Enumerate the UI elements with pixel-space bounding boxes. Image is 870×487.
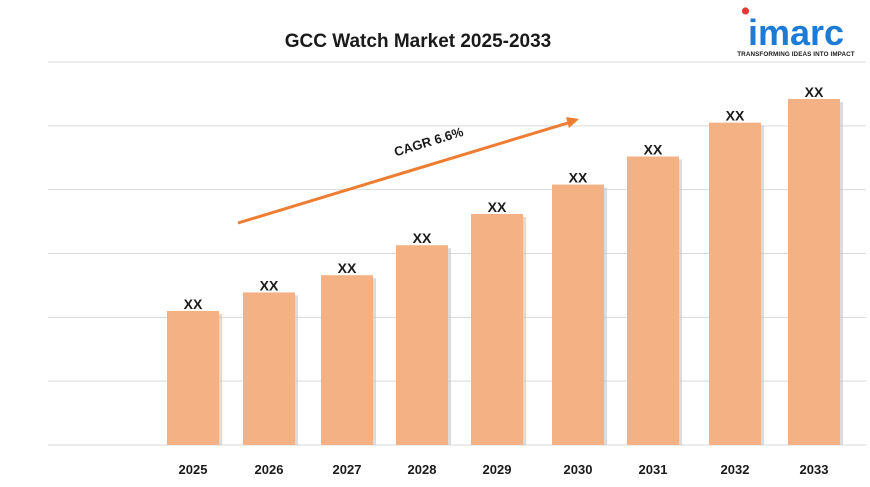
chart-title: GCC Watch Market 2025-2033 xyxy=(285,31,551,52)
bar-2025 xyxy=(167,310,219,445)
logo-dot-icon xyxy=(741,7,750,15)
bar-2031 xyxy=(627,156,679,445)
x-tick-2027: 2027 xyxy=(333,462,362,477)
cagr-arrow-line xyxy=(237,120,572,225)
bar-2026 xyxy=(243,292,295,445)
bars xyxy=(167,99,843,446)
data-label-2031: XX xyxy=(644,141,663,157)
x-tick-labels: 2025 2026 2027 2028 2029 2030 2031 2032 2033 xyxy=(179,462,829,477)
data-label-2028: XX xyxy=(413,230,432,246)
bar-2027 xyxy=(321,275,373,445)
bar-2029 xyxy=(471,213,523,445)
x-tick-2031: 2031 xyxy=(639,462,668,477)
imarc-logo: imarc TRANSFORMING IDEAS INTO IMPACT xyxy=(737,7,855,58)
data-label-2029: XX xyxy=(488,199,507,215)
data-label-2027: XX xyxy=(338,260,357,276)
logo-wordmark: imarc xyxy=(748,12,844,53)
cagr-arrow-head xyxy=(566,117,579,128)
data-label-2033: XX xyxy=(805,84,824,100)
logo-tagline: TRANSFORMING IDEAS INTO IMPACT xyxy=(737,51,855,58)
bar-2032 xyxy=(709,122,761,446)
x-tick-2025: 2025 xyxy=(179,462,208,477)
x-tick-2028: 2028 xyxy=(408,462,437,477)
bar-2030 xyxy=(552,184,604,445)
x-tick-2033: 2033 xyxy=(800,462,829,477)
data-label-2030: XX xyxy=(569,170,588,186)
data-labels: XX XX XX XX XX XX XX XX XX xyxy=(184,84,824,312)
x-tick-2029: 2029 xyxy=(483,462,512,477)
data-label-2026: XX xyxy=(260,277,279,293)
bar-2028 xyxy=(396,245,448,445)
cagr-label: CAGR 6.6% xyxy=(392,124,465,159)
cagr-annotation: CAGR 6.6% xyxy=(237,117,579,225)
x-tick-2032: 2032 xyxy=(721,462,750,477)
x-tick-2030: 2030 xyxy=(564,462,593,477)
x-tick-2026: 2026 xyxy=(255,462,284,477)
bar-2033 xyxy=(788,99,840,446)
data-label-2032: XX xyxy=(726,108,745,124)
data-label-2025: XX xyxy=(184,296,203,312)
